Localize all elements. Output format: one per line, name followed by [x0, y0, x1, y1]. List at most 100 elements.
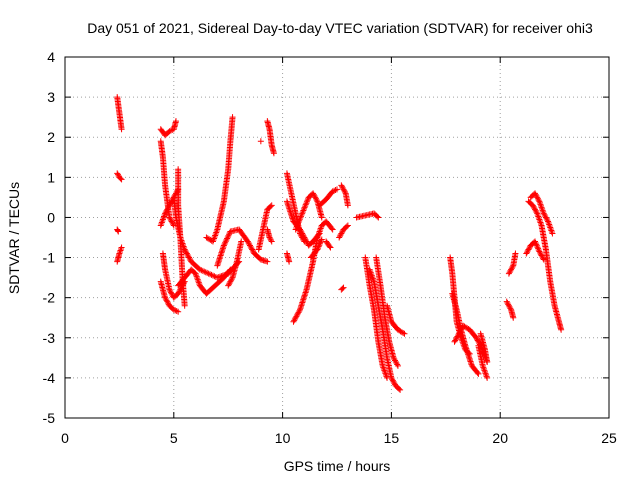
data-point: [343, 223, 350, 230]
data-point: [396, 385, 403, 392]
data-point: [339, 183, 346, 190]
data-point: [374, 213, 381, 220]
data-point: [166, 286, 173, 293]
data-point: [534, 244, 541, 251]
data-point: [338, 182, 345, 189]
data-point: [228, 275, 235, 282]
data-point: [299, 210, 306, 217]
data-point: [224, 234, 231, 241]
data-point: [184, 251, 191, 258]
x-tick-label: 20: [492, 430, 508, 446]
data-point: [182, 247, 189, 254]
data-point: [390, 354, 397, 361]
data-point: [249, 246, 256, 253]
data-point: [327, 244, 334, 251]
data-point: [532, 191, 539, 198]
data-point: [316, 242, 323, 249]
data-point: [455, 330, 462, 337]
data-point: [534, 195, 541, 202]
data-point: [456, 329, 463, 336]
data-point: [507, 267, 514, 274]
data-point: [183, 250, 190, 257]
data-point: [313, 197, 320, 204]
data-point: [224, 235, 231, 242]
data-point: [215, 274, 222, 281]
data-point: [336, 234, 343, 241]
data-point: [295, 219, 302, 226]
data-point: [293, 313, 300, 320]
x-tick-label: 10: [275, 430, 291, 446]
data-point: [533, 241, 540, 248]
data-point: [114, 170, 121, 177]
data-point: [300, 233, 307, 240]
data-point: [341, 189, 348, 196]
data-point: [535, 197, 542, 204]
data-point: [299, 208, 306, 215]
data-point: [526, 245, 533, 252]
data-point: [375, 214, 382, 221]
data-point: [292, 314, 299, 321]
data-point: [536, 248, 543, 255]
data-point: [312, 194, 319, 201]
data-point: [317, 239, 324, 246]
data-point: [226, 267, 233, 274]
data-point: [175, 290, 182, 297]
data-point: [294, 222, 301, 229]
data-point: [225, 282, 232, 289]
data-point: [542, 213, 549, 220]
data-point: [164, 300, 171, 307]
data-point: [302, 203, 309, 210]
data-point: [310, 191, 317, 198]
y-axis-ticks: -5 -4 -3 -2 -1 0 1 2 3 4: [43, 49, 609, 426]
y-tick-label: 3: [47, 89, 55, 105]
data-point: [337, 231, 344, 238]
data-point: [293, 225, 300, 232]
data-point: [505, 270, 512, 277]
data-point: [391, 356, 398, 363]
data-point: [162, 296, 169, 303]
data-point: [302, 237, 309, 244]
data-point: [267, 203, 274, 210]
data-point: [523, 250, 530, 257]
data-point: [117, 175, 124, 182]
data-point: [473, 334, 480, 341]
data-point: [168, 290, 175, 297]
y-tick-label: -1: [43, 250, 56, 266]
data-point: [454, 333, 461, 340]
data-point: [532, 239, 539, 246]
data-point: [533, 242, 540, 249]
data-point: [257, 138, 264, 145]
data-point: [199, 267, 206, 274]
data-point: [301, 204, 308, 211]
data-point: [172, 118, 179, 125]
data-point: [183, 249, 190, 256]
data-point: [114, 227, 121, 234]
data-point: [558, 326, 565, 333]
data-point: [170, 306, 177, 313]
data-point: [114, 171, 121, 178]
data-point: [248, 245, 255, 252]
data-point: [318, 214, 325, 221]
data-point: [509, 263, 516, 270]
data-point: [117, 247, 124, 254]
data-point: [304, 197, 311, 204]
data-point: [506, 304, 513, 311]
data-point: [167, 215, 174, 222]
data-point: [503, 298, 510, 305]
data-point: [315, 243, 322, 250]
data-point: [298, 211, 305, 218]
data-point: [118, 176, 125, 183]
data-point: [300, 206, 307, 213]
data-point: [201, 268, 208, 275]
data-point: [175, 289, 182, 296]
data-point: [221, 241, 228, 248]
data-point: [532, 190, 539, 197]
data-point: [316, 240, 323, 247]
data-point: [302, 235, 309, 242]
data-point: [267, 235, 274, 242]
data-point: [209, 272, 216, 279]
data-point: [338, 230, 345, 237]
data-point: [344, 202, 351, 209]
x-axis-ticks: 0 5 10 15 20 25: [61, 57, 617, 446]
